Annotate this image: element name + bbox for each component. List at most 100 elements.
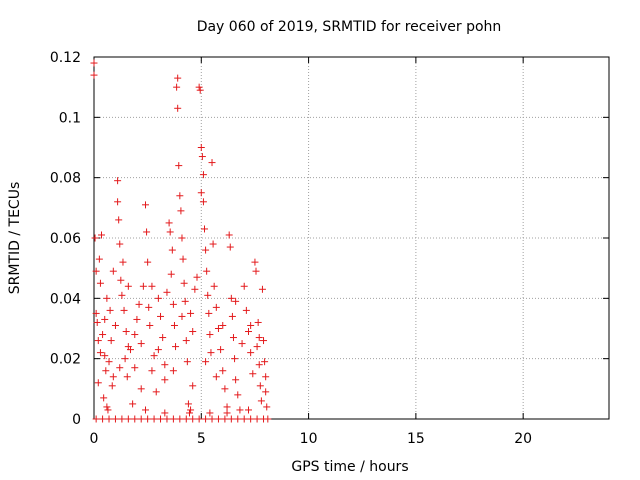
- data-point: [254, 318, 262, 326]
- data-point: [142, 406, 149, 414]
- data-point: [205, 309, 213, 317]
- data-point: [178, 234, 186, 242]
- data-point: [165, 219, 173, 227]
- data-point: [116, 240, 124, 248]
- data-point: [115, 216, 123, 224]
- data-point: [129, 400, 137, 408]
- data-point: [122, 328, 130, 336]
- data-point: [172, 343, 180, 351]
- data-point: [262, 388, 270, 396]
- data-point: [206, 331, 214, 339]
- data-point: [117, 276, 125, 284]
- data-point: [137, 340, 145, 348]
- data-point: [114, 177, 122, 185]
- data-point: [90, 71, 98, 79]
- data-point: [202, 246, 210, 254]
- data-point: [208, 159, 216, 167]
- data-point: [106, 306, 114, 314]
- data-point: [157, 312, 165, 320]
- data-point: [191, 285, 199, 293]
- data-point: [210, 282, 218, 290]
- data-point: [159, 334, 167, 342]
- data-point: [212, 373, 220, 381]
- data-point: [92, 309, 100, 317]
- data-point: [107, 337, 115, 345]
- data-point: [161, 376, 169, 384]
- data-point: [95, 255, 103, 263]
- data-point: [99, 331, 107, 339]
- data-point: [182, 415, 190, 423]
- data-point: [103, 294, 111, 302]
- x-axis-label: GPS time / hours: [291, 459, 408, 475]
- data-point: [143, 228, 151, 236]
- data-point: [179, 255, 187, 263]
- data-point: [177, 207, 185, 215]
- data-point: [196, 86, 204, 94]
- data-point: [261, 358, 269, 366]
- data-point: [258, 285, 266, 293]
- data-point: [199, 198, 207, 206]
- data-point: [150, 415, 158, 423]
- data-point: [119, 258, 127, 266]
- data-point: [104, 406, 112, 414]
- data-point: [99, 415, 107, 423]
- data-point: [169, 415, 177, 423]
- data-point: [131, 415, 139, 423]
- data-point: [101, 352, 109, 360]
- data-point: [169, 300, 177, 308]
- data-point: [175, 162, 183, 170]
- data-point: [123, 373, 131, 381]
- data-point: [247, 321, 255, 329]
- data-point: [232, 297, 240, 305]
- data-point: [189, 382, 197, 390]
- data-point: [203, 267, 211, 275]
- data-point: [189, 415, 197, 423]
- data-point: [144, 415, 152, 423]
- data-point: [193, 273, 201, 281]
- data-point: [229, 334, 237, 342]
- data-point: [256, 382, 264, 390]
- data-point: [168, 246, 176, 254]
- data-point: [103, 403, 111, 411]
- x-axis: 0 5 10 15 20: [90, 57, 532, 447]
- data-point: [253, 415, 261, 423]
- data-point: [202, 415, 210, 423]
- data-point: [96, 349, 104, 357]
- data-point: [174, 74, 182, 82]
- data-point: [169, 367, 177, 375]
- x-tick-label: 20: [514, 431, 532, 447]
- x-tick-label: 10: [300, 431, 318, 447]
- data-point: [105, 358, 113, 366]
- data-point: [214, 415, 222, 423]
- data-point: [227, 415, 235, 423]
- data-point: [201, 225, 209, 233]
- data-point: [253, 343, 261, 351]
- data-point: [111, 415, 119, 423]
- data-point: [101, 315, 109, 323]
- data-point: [202, 358, 210, 366]
- data-point: [247, 415, 255, 423]
- data-point: [154, 294, 162, 302]
- data-point: [137, 415, 145, 423]
- data-point: [121, 355, 129, 363]
- data-point: [174, 104, 182, 112]
- data-point: [187, 309, 195, 317]
- chart-title: Day 060 of 2019, SRMTID for receiver poh…: [197, 19, 502, 35]
- data-point: [217, 346, 225, 354]
- data-point: [231, 355, 239, 363]
- data-point: [91, 234, 99, 242]
- data-point: [204, 291, 212, 299]
- data-point: [234, 391, 242, 399]
- x-tick-label: 5: [197, 431, 206, 447]
- y-tick-label: 0.06: [50, 231, 81, 247]
- data-point: [93, 318, 101, 326]
- data-point: [146, 321, 154, 329]
- data-point: [92, 415, 100, 423]
- data-point: [152, 388, 160, 396]
- data-point: [114, 198, 122, 206]
- data-point: [163, 288, 171, 296]
- data-point: [170, 321, 178, 329]
- data-point: [195, 415, 203, 423]
- data-point: [195, 83, 203, 91]
- data-point: [94, 379, 102, 387]
